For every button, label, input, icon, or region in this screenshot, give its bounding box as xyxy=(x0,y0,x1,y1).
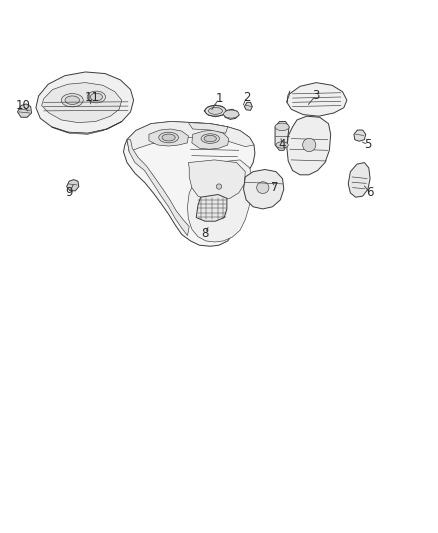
Ellipse shape xyxy=(61,93,83,107)
Ellipse shape xyxy=(303,138,316,152)
Text: 4: 4 xyxy=(279,139,286,151)
Text: 10: 10 xyxy=(15,99,30,112)
Ellipse shape xyxy=(87,91,106,103)
Polygon shape xyxy=(287,83,347,116)
Polygon shape xyxy=(18,104,32,117)
Ellipse shape xyxy=(205,106,226,116)
Text: 2: 2 xyxy=(243,91,251,103)
Text: 7: 7 xyxy=(271,181,279,194)
Ellipse shape xyxy=(162,134,175,141)
Polygon shape xyxy=(127,122,254,152)
Ellipse shape xyxy=(90,93,102,101)
Ellipse shape xyxy=(275,123,289,131)
Polygon shape xyxy=(244,169,284,209)
Ellipse shape xyxy=(257,182,269,193)
Polygon shape xyxy=(187,160,253,242)
Polygon shape xyxy=(149,129,188,146)
Ellipse shape xyxy=(65,96,80,104)
Ellipse shape xyxy=(204,135,216,142)
Ellipse shape xyxy=(216,184,222,189)
Ellipse shape xyxy=(224,110,239,118)
Polygon shape xyxy=(188,160,245,200)
Text: 5: 5 xyxy=(364,139,371,151)
Polygon shape xyxy=(188,123,228,133)
Polygon shape xyxy=(52,122,122,134)
Polygon shape xyxy=(223,109,239,119)
Polygon shape xyxy=(275,122,289,150)
Ellipse shape xyxy=(201,134,219,143)
Polygon shape xyxy=(244,102,252,110)
Polygon shape xyxy=(354,130,366,141)
Ellipse shape xyxy=(276,142,288,148)
Ellipse shape xyxy=(159,132,178,143)
Text: 3: 3 xyxy=(312,90,319,102)
Text: 8: 8 xyxy=(201,227,208,240)
Text: 9: 9 xyxy=(65,187,73,199)
Polygon shape xyxy=(204,105,226,117)
Polygon shape xyxy=(348,163,370,197)
Polygon shape xyxy=(124,122,255,246)
Text: 1: 1 xyxy=(215,92,223,105)
Polygon shape xyxy=(287,91,290,102)
Text: 6: 6 xyxy=(366,187,374,199)
Text: 11: 11 xyxy=(85,91,99,103)
Polygon shape xyxy=(196,195,227,221)
Polygon shape xyxy=(192,130,229,149)
Polygon shape xyxy=(287,116,331,175)
Polygon shape xyxy=(67,180,79,191)
Polygon shape xyxy=(42,83,122,123)
Polygon shape xyxy=(36,72,134,133)
Polygon shape xyxy=(127,140,189,236)
Ellipse shape xyxy=(208,108,223,115)
